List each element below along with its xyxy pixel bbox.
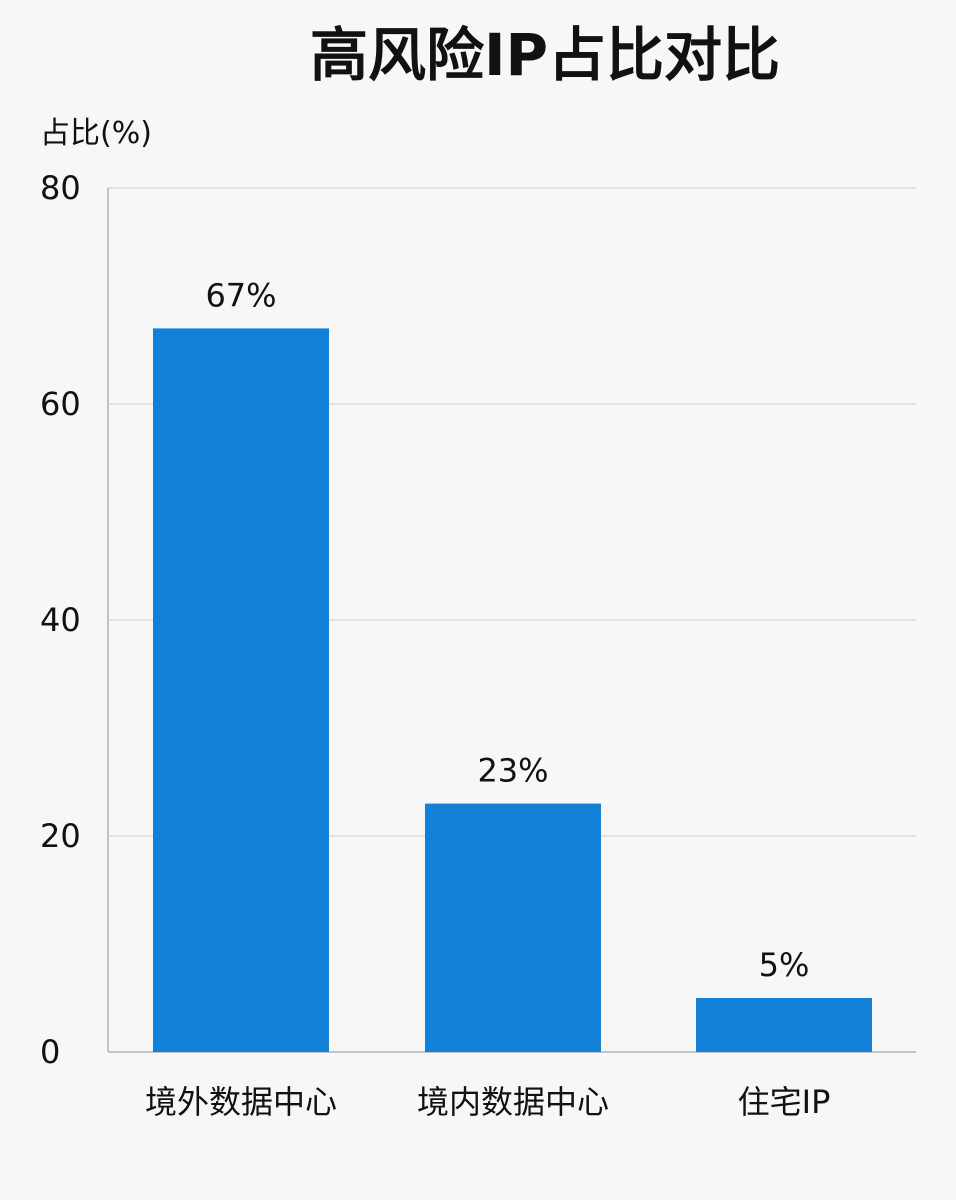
data-label-0: 67% — [205, 276, 276, 314]
bar-0 — [153, 328, 329, 1052]
y-tick-label: 0 — [40, 1033, 60, 1071]
y-tick-label: 80 — [40, 169, 81, 207]
x-category-label-0: 境外数据中心 — [145, 1083, 337, 1121]
labels: 0 20 40 60 80 67% 境外数据中心 23% 境内数据中心 5% 住宅IP — [40, 169, 830, 1121]
x-category-label-2: 住宅IP — [738, 1083, 831, 1121]
y-tick-label: 60 — [40, 385, 81, 423]
y-axis-label: 占比(%) — [40, 116, 152, 151]
chart-title: 高风险IP占比对比 — [310, 21, 780, 89]
bars — [153, 328, 872, 1052]
y-tick-label: 40 — [40, 601, 81, 639]
bar-2 — [696, 998, 872, 1052]
y-tick-label: 20 — [40, 817, 81, 855]
data-label-1: 23% — [477, 752, 548, 790]
x-category-label-1: 境内数据中心 — [417, 1083, 609, 1121]
bar-1 — [425, 803, 601, 1052]
data-label-2: 5% — [759, 946, 810, 984]
